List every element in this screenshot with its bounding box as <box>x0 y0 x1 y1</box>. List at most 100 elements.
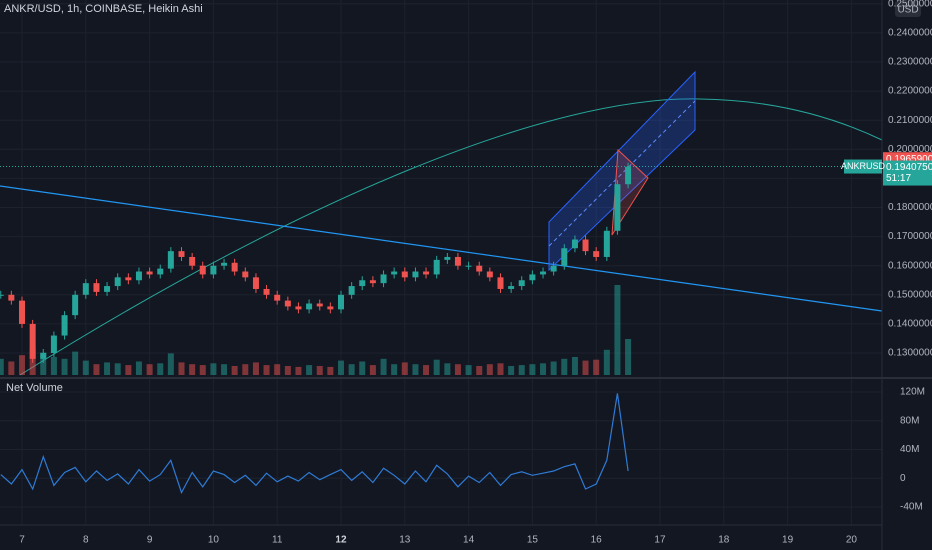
x-tick-label: 9 <box>147 535 153 546</box>
candle-body <box>125 277 132 281</box>
volume-bar <box>210 363 217 375</box>
last-price-box <box>883 160 932 186</box>
volume-bar <box>571 357 578 375</box>
candle-body <box>82 283 89 295</box>
grid <box>0 0 882 525</box>
candle-body <box>518 280 525 287</box>
candle-body <box>497 277 504 289</box>
candle-body <box>8 294 15 301</box>
volume-bar <box>391 364 398 375</box>
volume-bar <box>550 361 557 375</box>
volume-bar <box>337 360 344 375</box>
volume-bar <box>476 366 483 375</box>
volume-bar <box>327 366 334 375</box>
volume-bar <box>284 366 291 375</box>
candle-body <box>433 259 440 275</box>
volume-bar <box>433 359 440 375</box>
candle-body <box>327 306 334 310</box>
candle-body <box>369 280 376 284</box>
volume-bar <box>486 364 493 375</box>
volume-bar <box>306 365 313 375</box>
candle-body <box>0 294 4 296</box>
candle-body <box>540 271 547 275</box>
net-volume-line <box>0 393 629 495</box>
volume-bar <box>423 365 430 375</box>
candle-body <box>135 271 142 281</box>
marks <box>0 162 882 495</box>
candle-body <box>603 230 610 257</box>
x-tick-label: 16 <box>591 535 603 546</box>
candle-body <box>252 277 259 289</box>
volume-bar <box>263 365 270 375</box>
candle-body <box>221 262 228 266</box>
candle-body <box>380 274 387 284</box>
candle-body <box>508 286 515 289</box>
currency-label[interactable]: USD <box>897 5 918 16</box>
x-tick-label: 10 <box>208 535 220 546</box>
volume-bar <box>369 365 376 375</box>
candle-body <box>263 288 270 295</box>
volume-bar <box>93 364 100 375</box>
x-tick-label: 7 <box>19 535 25 546</box>
x-tick-label: 15 <box>527 535 539 546</box>
volume-bar <box>348 364 355 375</box>
candle-body <box>242 271 249 278</box>
volume-bar <box>465 365 472 375</box>
candle-body <box>582 239 589 252</box>
candle-body <box>93 283 100 292</box>
y-tick-label: 0.23000000 <box>888 57 932 68</box>
volume-bar <box>19 355 26 375</box>
volume-bar <box>104 362 111 375</box>
candle-body <box>614 184 621 231</box>
volume-bar <box>561 358 568 375</box>
volume-bar <box>146 364 153 375</box>
labels: 7 8 9 10 11 12 13 14 15 16 17 18 19 20 0.13000000 0.140… <box>19 0 932 546</box>
candle-body <box>550 265 557 272</box>
volume-bar <box>0 358 4 375</box>
y-tick-label: 40M <box>900 444 919 455</box>
candle-body <box>295 306 302 310</box>
x-tick-label: 12 <box>335 535 347 546</box>
volume-bar <box>625 339 632 375</box>
y-tick-label: 0.22000000 <box>888 86 932 97</box>
y-tick-label: 0.16000000 <box>888 260 932 271</box>
volume-bar <box>242 364 249 375</box>
candle-body <box>284 300 291 307</box>
candle-body <box>40 352 47 359</box>
volume-bar <box>167 353 174 375</box>
volume-bar <box>114 363 121 375</box>
x-tick-label: 17 <box>654 535 666 546</box>
currency-button[interactable] <box>895 1 921 17</box>
candle-body <box>157 268 164 275</box>
volume-bar <box>593 359 600 375</box>
chart-title: ANKR/USD, 1h, COINBASE, Heikin Ashi <box>4 3 203 15</box>
volume-bar <box>454 364 461 375</box>
candle-body <box>348 286 355 295</box>
pane-title: Net Volume <box>6 382 63 394</box>
y-tick-label: 0.14000000 <box>888 319 932 330</box>
volume-bar <box>380 358 387 375</box>
x-tick-label: 8 <box>83 535 89 546</box>
x-tick-label: 19 <box>782 535 794 546</box>
candle-body <box>529 274 536 281</box>
volume-bar <box>178 362 185 375</box>
candle-body <box>423 271 430 275</box>
volume-bar <box>231 366 238 375</box>
volume-bar <box>582 360 589 375</box>
candle-body <box>571 239 578 249</box>
candle-body <box>465 265 472 267</box>
candle-body <box>19 300 26 324</box>
candle-body <box>114 277 121 287</box>
candle-body <box>50 335 57 353</box>
regression-channel <box>548 70 696 272</box>
candle-body <box>231 262 238 272</box>
candle-body <box>104 286 111 292</box>
volume-bar <box>529 364 536 375</box>
y-tick-label: 0.25000000 <box>888 0 932 9</box>
candle-body <box>561 248 568 266</box>
volume-bar <box>497 363 504 375</box>
candle-body <box>359 280 366 287</box>
x-tick-label: 20 <box>846 535 858 546</box>
volume-bar <box>603 349 610 375</box>
